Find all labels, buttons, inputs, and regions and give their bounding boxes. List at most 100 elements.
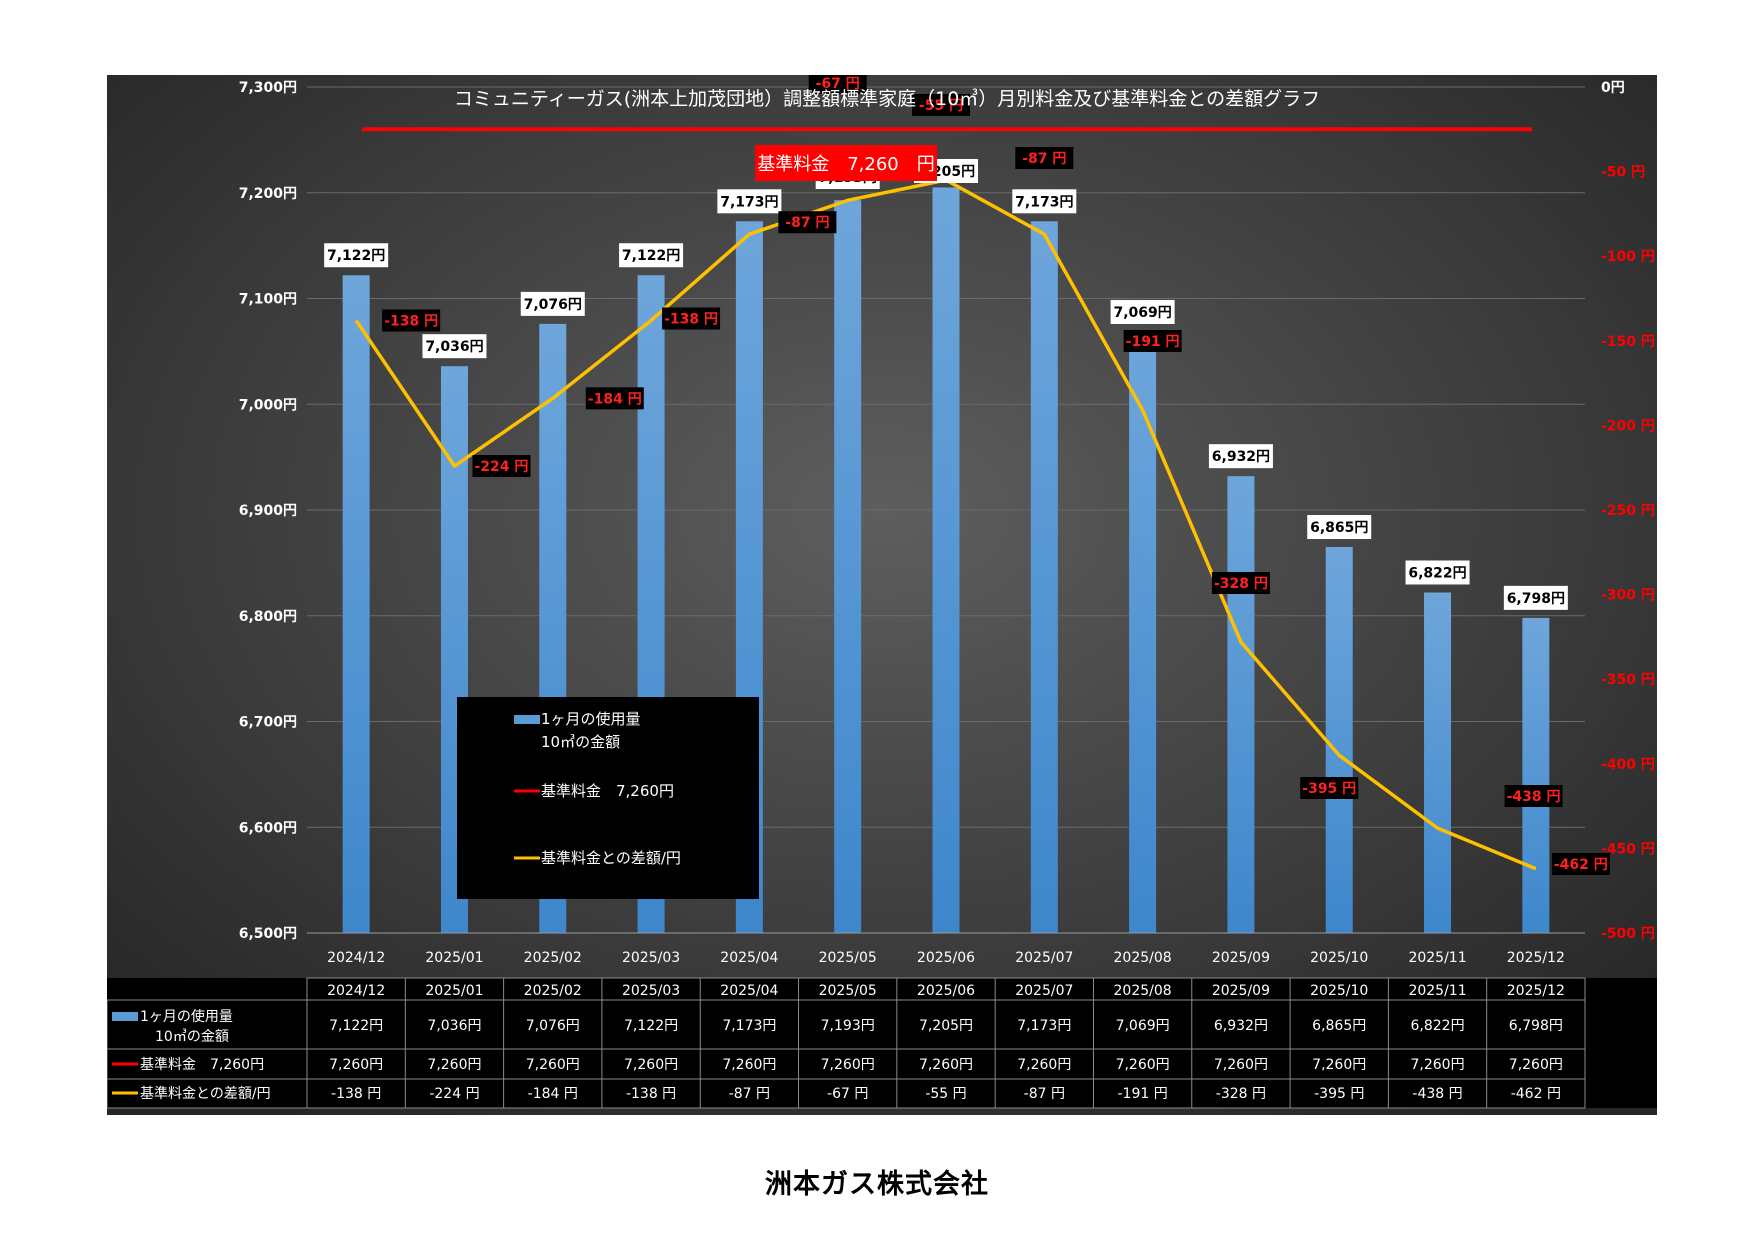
baseline-callout-box bbox=[755, 145, 937, 181]
table-cell-bar: 7,069円 bbox=[1116, 1018, 1170, 1034]
table-cell-diff: -328 円 bbox=[1216, 1086, 1266, 1102]
diff-data-label: -438 円 bbox=[1507, 789, 1561, 805]
table-cell-diff: -438 円 bbox=[1412, 1086, 1462, 1102]
diff-label-box bbox=[585, 387, 644, 410]
table-cell-baseline: 7,260円 bbox=[722, 1057, 776, 1073]
bar-data-label: 7,173円 bbox=[1015, 194, 1073, 210]
table-header-cell: 2025/09 bbox=[1212, 983, 1270, 999]
table-header-cell: 2025/06 bbox=[917, 983, 975, 999]
y-left-tick-label: 7,100円 bbox=[239, 292, 297, 308]
diff-label-box bbox=[472, 455, 531, 478]
diff-label-box bbox=[1551, 853, 1610, 875]
table-cell-diff: -462 円 bbox=[1511, 1086, 1561, 1102]
y-right-tick-label: -200 円 bbox=[1601, 418, 1655, 434]
x-tick-label: 2025/09 bbox=[1212, 950, 1270, 966]
bar-label-box bbox=[422, 334, 487, 359]
diff-data-label: -138 円 bbox=[664, 311, 718, 327]
bar bbox=[1030, 221, 1058, 934]
diff-label-box bbox=[1504, 785, 1563, 807]
table-header-cell: 2025/01 bbox=[425, 983, 483, 999]
diff-data-label: -87 円 bbox=[785, 215, 829, 231]
bar-label-box bbox=[1012, 189, 1077, 214]
bar-label-box bbox=[1110, 300, 1175, 324]
bar bbox=[1522, 617, 1550, 933]
table-cell-diff: -87 円 bbox=[729, 1086, 770, 1102]
bar bbox=[834, 200, 862, 934]
table-header-cell: 2024/12 bbox=[327, 983, 385, 999]
y-left-tick-label: 7,000円 bbox=[239, 397, 297, 413]
table-cell-baseline: 7,260円 bbox=[1410, 1057, 1464, 1073]
y-right-tick-label: -500 円 bbox=[1601, 926, 1655, 942]
bar-label-box bbox=[1307, 515, 1372, 540]
legend-swatch-bar bbox=[514, 715, 540, 724]
y-right-tick-label: -300 円 bbox=[1601, 588, 1655, 604]
table-cell-diff: -184 円 bbox=[528, 1086, 578, 1102]
x-tick-label: 2025/03 bbox=[622, 950, 680, 966]
legend-label-diff: 基準料金との差額/円 bbox=[541, 849, 681, 867]
table-cell-bar: 6,798円 bbox=[1509, 1018, 1563, 1034]
bar-data-label: 7,122円 bbox=[327, 248, 385, 264]
bar-label-box bbox=[1405, 560, 1470, 585]
table-cell-diff: -55 円 bbox=[925, 1086, 966, 1102]
baseline-callout-text: 基準料金 7,260 円 bbox=[757, 154, 935, 175]
chart-title: コミュニティーガス(洲本上加茂団地）調整額標準家庭（10㎥）月別料金及び基準料金… bbox=[454, 88, 1320, 110]
y-right-tick-label: -350 円 bbox=[1601, 672, 1655, 688]
table-header-cell: 2025/07 bbox=[1015, 983, 1073, 999]
chart-svg: 6,500円 6,600円 6,700円 6,800円 6,900円 7,000円 7,10… bbox=[107, 75, 1657, 1115]
table-cell-baseline: 7,260円 bbox=[821, 1057, 875, 1073]
table-cell-baseline: 7,260円 bbox=[526, 1057, 580, 1073]
bar bbox=[1424, 592, 1452, 933]
table-cell-bar: 7,122円 bbox=[329, 1018, 383, 1034]
diff-data-label: -55 円 bbox=[919, 98, 963, 114]
x-tick-label: 2025/12 bbox=[1507, 950, 1565, 966]
table-cell-baseline: 7,260円 bbox=[1312, 1057, 1366, 1073]
table-header-cell: 2025/03 bbox=[622, 983, 680, 999]
table-row-header-bar-1: 1ヶ月の使用量 bbox=[140, 1008, 233, 1025]
x-tick-label: 2025/10 bbox=[1310, 950, 1368, 966]
y-right-tick-label: -100 円 bbox=[1601, 249, 1655, 265]
bar-data-label: 6,932円 bbox=[1212, 449, 1270, 465]
y-right-tick-label: -150 円 bbox=[1601, 334, 1655, 350]
bar-data-label: 6,822円 bbox=[1408, 565, 1466, 581]
bar-label-box bbox=[619, 243, 684, 268]
bar bbox=[1129, 331, 1157, 934]
legend-label-baseline: 基準料金 7,260円 bbox=[541, 782, 674, 800]
bar-data-label: 7,036円 bbox=[425, 339, 483, 355]
table-row-header-bar-2: 10㎥の金額 bbox=[155, 1029, 229, 1045]
diff-label-box bbox=[808, 75, 867, 94]
diff-data-label: -191 円 bbox=[1126, 334, 1180, 350]
bar-label-box bbox=[717, 189, 782, 214]
table-cell-bar: 6,932円 bbox=[1214, 1018, 1268, 1034]
diff-label-box bbox=[1300, 777, 1359, 799]
y-left-tick-label: 6,900円 bbox=[239, 503, 297, 519]
bar-label-box bbox=[324, 243, 389, 268]
diff-data-label: -462 円 bbox=[1554, 857, 1608, 873]
table-cell-baseline: 7,260円 bbox=[1509, 1057, 1563, 1073]
diff-data-label: -67 円 bbox=[816, 76, 860, 92]
bar bbox=[1325, 547, 1353, 933]
table-cell-bar: 7,205円 bbox=[919, 1018, 973, 1034]
bar-label-box bbox=[1503, 585, 1568, 610]
table-cell-bar: 7,193円 bbox=[821, 1018, 875, 1034]
table-cell-diff: -138 円 bbox=[331, 1086, 381, 1102]
y-left-tick-label: 7,300円 bbox=[239, 80, 297, 96]
y-left-tick-label: 6,700円 bbox=[239, 715, 297, 731]
x-tick-label: 2025/01 bbox=[425, 950, 483, 966]
bar-label-box bbox=[1208, 444, 1273, 469]
table-cell-bar: 7,173円 bbox=[1017, 1018, 1071, 1034]
y-right-tick-label: 0円 bbox=[1601, 80, 1625, 96]
table-cell-bar: 6,865円 bbox=[1312, 1018, 1366, 1034]
table-cell-baseline: 7,260円 bbox=[1116, 1057, 1170, 1073]
bar-data-label: 7,173円 bbox=[720, 194, 778, 210]
bar bbox=[932, 187, 960, 933]
bar bbox=[1227, 476, 1255, 933]
diff-data-label: -87 円 bbox=[1022, 151, 1066, 167]
x-tick-label: 2025/11 bbox=[1408, 950, 1466, 966]
bar-data-label: 6,798円 bbox=[1507, 591, 1565, 607]
diff-label-box bbox=[382, 309, 441, 332]
table-cell-bar: 7,122円 bbox=[624, 1018, 678, 1034]
bar-label-box bbox=[520, 291, 585, 316]
table-cell-diff: -224 円 bbox=[429, 1086, 479, 1102]
table-header-cell: 2025/11 bbox=[1408, 983, 1466, 999]
table-cell-diff: -395 円 bbox=[1314, 1086, 1364, 1102]
